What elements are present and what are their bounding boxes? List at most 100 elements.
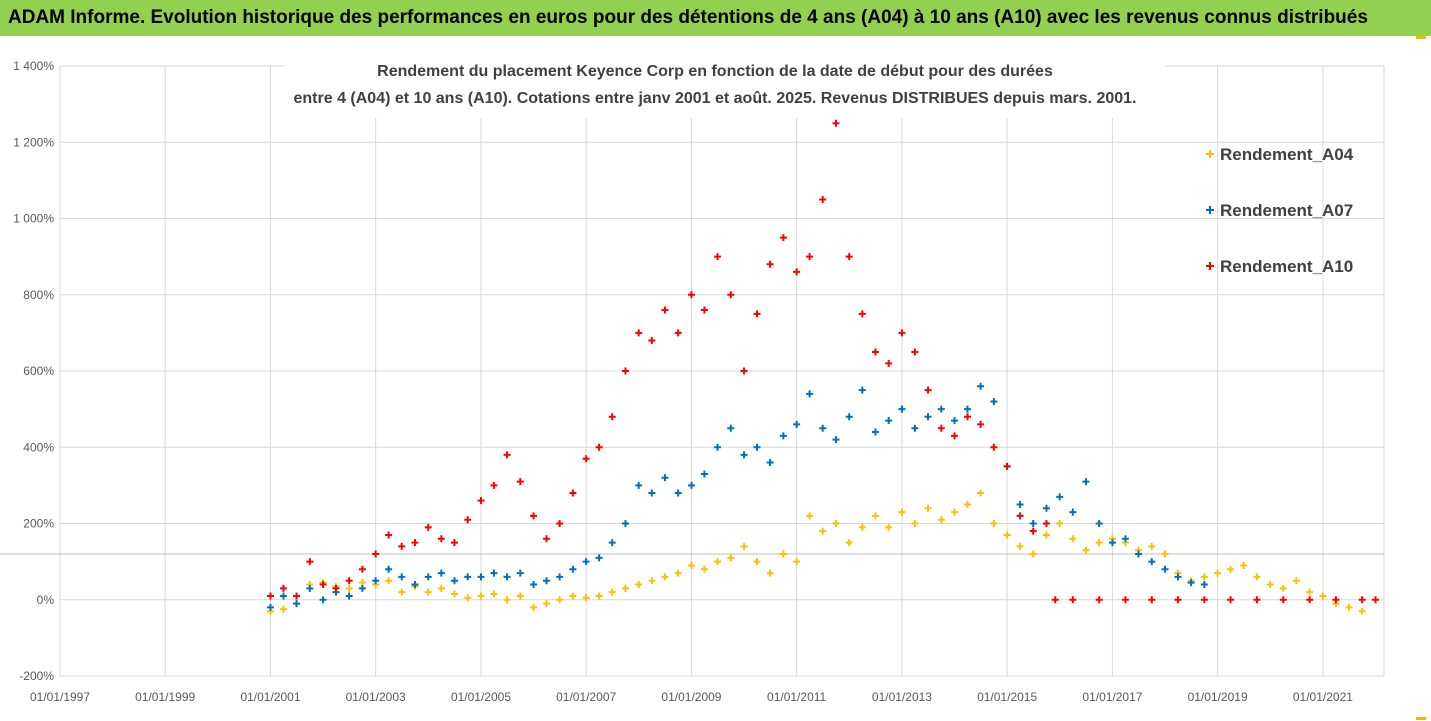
data-point — [1082, 478, 1090, 486]
data-point — [819, 424, 827, 432]
data-point — [385, 577, 393, 585]
data-point — [714, 253, 722, 261]
data-point — [845, 539, 853, 547]
data-point — [411, 539, 419, 547]
data-point — [832, 119, 840, 127]
data-point — [345, 577, 353, 585]
data-point — [858, 310, 866, 318]
data-point — [661, 306, 669, 314]
data-point — [1069, 596, 1077, 604]
data-point — [266, 603, 274, 611]
data-point — [858, 523, 866, 531]
data-point — [1042, 504, 1050, 512]
data-point — [319, 596, 327, 604]
x-tick-label: 01/01/2003 — [346, 690, 406, 704]
data-point — [740, 451, 748, 459]
data-point — [937, 424, 945, 432]
data-point — [516, 569, 524, 577]
data-point — [951, 417, 959, 425]
data-point — [727, 554, 735, 562]
x-tick-label: 01/01/2015 — [977, 690, 1037, 704]
data-point — [1319, 592, 1327, 600]
data-point — [569, 592, 577, 600]
data-point — [372, 550, 380, 558]
data-point — [1082, 546, 1090, 554]
data-point — [806, 390, 814, 398]
data-point — [1306, 588, 1314, 596]
data-point — [1069, 535, 1077, 543]
scatter-chart: -200% 0% 200% 400% 600% 800% 1 000% 1 200% 1 400… — [0, 36, 1431, 721]
data-point — [674, 489, 682, 497]
data-point — [766, 569, 774, 577]
data-point — [779, 234, 787, 242]
data-point — [793, 558, 801, 566]
x-axis-tick-labels: 01/01/1997 01/01/1999 01/01/2001 01/01/2003… — [30, 690, 1353, 704]
data-point — [582, 594, 590, 602]
data-point — [424, 588, 432, 596]
data-point — [1042, 520, 1050, 527]
data-point — [700, 470, 708, 478]
data-point — [503, 573, 511, 581]
data-point — [543, 535, 551, 543]
x-tick-label: 01/01/2007 — [556, 690, 616, 704]
y-tick-label: 1 000% — [13, 212, 54, 226]
report-banner-title: ADAM Informe. Evolution historique des p… — [0, 0, 1431, 36]
data-point — [963, 413, 971, 421]
data-point — [1240, 561, 1248, 569]
data-point — [385, 531, 393, 539]
data-point — [490, 569, 498, 577]
data-point — [793, 268, 801, 276]
data-point — [1029, 527, 1037, 535]
data-point — [1174, 596, 1182, 604]
data-point — [608, 539, 616, 547]
series-markers — [266, 119, 1379, 615]
data-point — [727, 291, 735, 299]
data-point — [1161, 550, 1169, 558]
data-point — [372, 577, 380, 585]
data-point — [661, 573, 669, 581]
legend-marker — [1206, 206, 1214, 214]
y-tick-label: 800% — [23, 288, 54, 302]
y-tick-label: 200% — [23, 517, 54, 531]
corner-handle-bottom-right — [1416, 717, 1426, 720]
data-point — [700, 565, 708, 573]
series-Rendement_A04 — [266, 489, 1366, 615]
data-point — [871, 512, 879, 520]
data-point — [963, 405, 971, 413]
data-point — [766, 260, 774, 268]
data-point — [740, 542, 748, 550]
data-point — [871, 428, 879, 436]
data-point — [345, 584, 353, 592]
data-point — [595, 554, 603, 562]
data-point — [1121, 596, 1129, 604]
data-point — [661, 474, 669, 482]
data-point — [1187, 579, 1195, 587]
data-point — [621, 584, 629, 592]
data-point — [556, 573, 564, 581]
data-point — [937, 405, 945, 413]
data-point — [1056, 520, 1064, 527]
data-point — [635, 581, 643, 588]
data-point — [398, 542, 406, 550]
data-point — [832, 520, 840, 527]
data-point — [450, 539, 458, 547]
data-point — [819, 527, 827, 535]
data-point — [1200, 596, 1208, 604]
data-point — [477, 592, 485, 600]
y-tick-label: 1 200% — [13, 135, 54, 149]
y-tick-label: 400% — [23, 440, 54, 454]
data-point — [621, 367, 629, 375]
data-point — [1016, 512, 1024, 520]
data-point — [1174, 573, 1182, 581]
data-point — [779, 550, 787, 558]
data-point — [1029, 550, 1037, 558]
data-point — [477, 573, 485, 581]
data-point — [582, 558, 590, 566]
x-tick-label: 01/01/2021 — [1293, 690, 1353, 704]
data-point — [582, 455, 590, 463]
data-point — [911, 424, 919, 432]
data-point — [937, 516, 945, 524]
data-point — [674, 569, 682, 577]
data-point — [1051, 596, 1059, 604]
data-point — [306, 584, 314, 592]
